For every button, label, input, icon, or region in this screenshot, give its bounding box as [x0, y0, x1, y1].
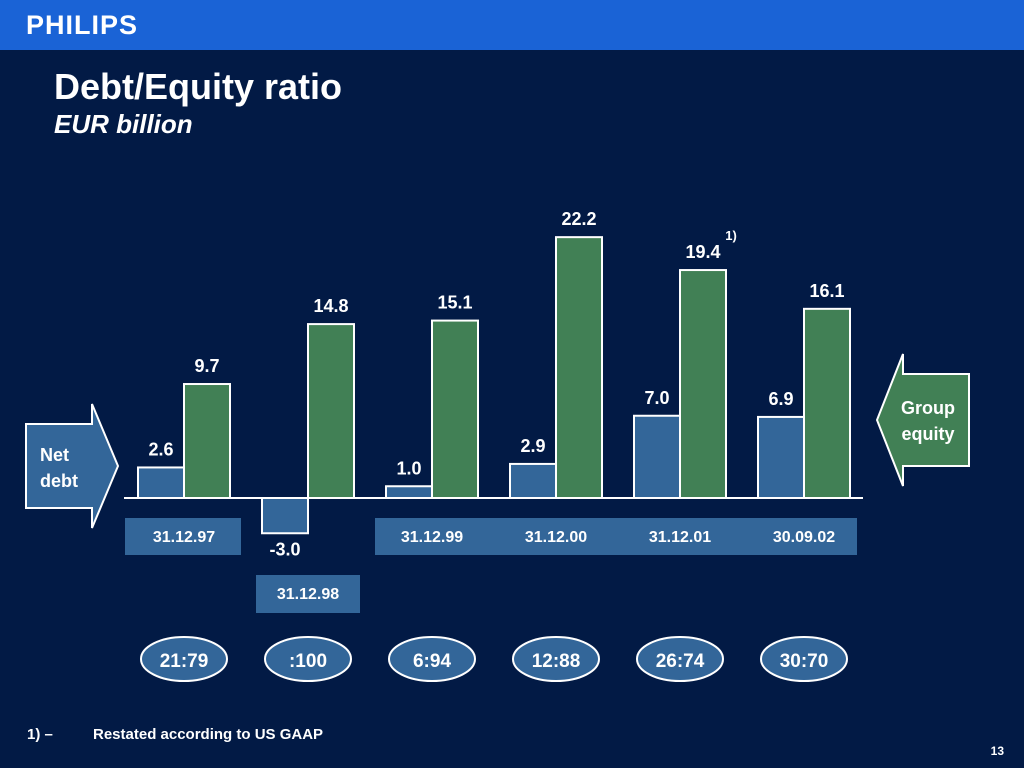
label-group-equity-4: 22.2: [561, 209, 596, 229]
net-debt-arrow: [25, 403, 120, 529]
ratio-label-4: 12:88: [532, 651, 581, 672]
bar-group-equity-4: [555, 236, 603, 499]
ratio-ellipse-3: [388, 636, 476, 682]
category-label-1: 31.12.97: [153, 529, 215, 546]
label-net-debt-5: 7.0: [644, 388, 669, 408]
ratio-ellipse-5: [636, 636, 724, 682]
bar-group-equity-1: [183, 383, 231, 499]
ratio-label-1: 21:79: [160, 651, 209, 672]
category-label-5: 31.12.01: [649, 529, 711, 546]
ratio-label-3: 6:94: [413, 651, 451, 672]
category-label-2: 31.12.98: [277, 586, 339, 603]
legend-net-debt-line1: Net: [40, 445, 69, 465]
bar-net-debt-3: [385, 485, 433, 499]
label-group-equity-2: 14.8: [313, 296, 348, 316]
page-subtitle: EUR billion: [54, 109, 193, 139]
ratio-label-2: :100: [289, 651, 327, 672]
legend-net-debt-line2: debt: [40, 471, 78, 491]
ratio-ellipse-2: [264, 636, 352, 682]
footnote-mark: 1) –: [27, 726, 53, 743]
annotation-footnote-ref: 1): [725, 228, 737, 243]
label-net-debt-1: 2.6: [148, 439, 173, 459]
category-panel-2: [256, 575, 360, 613]
page-number: 13: [990, 744, 1004, 758]
ratio-label-6: 30:70: [780, 651, 829, 672]
bar-group-equity-5: [679, 269, 727, 499]
page-title: Debt/Equity ratio: [54, 66, 343, 107]
ratio-ellipse-6: [760, 636, 848, 682]
label-net-debt-4: 2.9: [520, 436, 545, 456]
bar-net-debt-6: [757, 415, 805, 499]
group-equity-arrow: [875, 353, 970, 487]
label-net-debt-3: 1.0: [396, 458, 421, 478]
label-net-debt-6: 6.9: [768, 389, 793, 409]
debt-equity-chart: Net debt Group equity 2.6 9.7 31.12.97 21:79 -3.…: [25, 209, 970, 682]
ratio-ellipse-1: [140, 636, 228, 682]
ratio-label-5: 26:74: [656, 651, 705, 672]
label-group-equity-6: 16.1: [809, 281, 844, 301]
bar-group-equity-3: [431, 319, 479, 500]
bar-group-equity-2: [307, 323, 355, 499]
header-bar: PHILIPS: [0, 0, 1024, 50]
legend-group-equity-line2: equity: [901, 424, 954, 444]
category-label-4: 31.12.00: [525, 529, 587, 546]
label-net-debt-2: -3.0: [269, 539, 300, 559]
bar-net-debt-5: [633, 414, 681, 499]
category-label-3: 31.12.99: [401, 529, 463, 546]
philips-logo: PHILIPS: [26, 10, 139, 40]
label-group-equity-3: 15.1: [437, 293, 472, 313]
footnote-text: Restated according to US GAAP: [93, 726, 324, 743]
label-group-equity-5: 19.4: [685, 242, 720, 262]
category-panel-1: [125, 518, 241, 555]
category-label-6: 30.09.02: [773, 529, 835, 546]
bar-net-debt-1: [137, 466, 185, 500]
category-panel-3: [375, 518, 857, 555]
ratio-ellipse-4: [512, 636, 600, 682]
bar-group-equity-6: [803, 307, 851, 500]
bar-net-debt-2: [261, 497, 309, 535]
bar-net-debt-4: [509, 462, 557, 499]
label-group-equity-1: 9.7: [194, 356, 219, 376]
legend-group-equity-line1: Group: [901, 398, 955, 418]
